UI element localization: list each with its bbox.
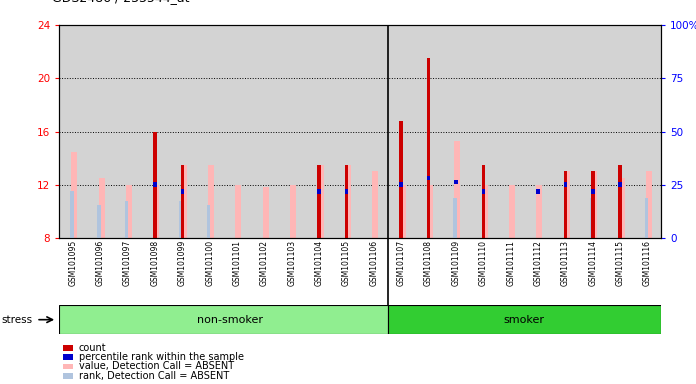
Text: GSM101098: GSM101098: [150, 240, 159, 286]
Bar: [482, 189, 485, 194]
Text: GSM101116: GSM101116: [643, 240, 652, 286]
Bar: [591, 172, 597, 238]
Bar: [63, 373, 73, 379]
Text: GSM101110: GSM101110: [479, 240, 488, 286]
Bar: [619, 178, 624, 238]
Text: GSM101115: GSM101115: [616, 240, 624, 286]
Bar: [345, 165, 348, 238]
Bar: [564, 172, 567, 238]
Bar: [454, 180, 458, 184]
Text: GSM101103: GSM101103: [287, 240, 296, 286]
Bar: [99, 178, 104, 238]
Bar: [618, 165, 622, 238]
Bar: [345, 165, 351, 238]
Bar: [427, 176, 430, 180]
Bar: [70, 192, 74, 238]
Bar: [453, 198, 457, 238]
Text: GSM101107: GSM101107: [397, 240, 406, 286]
Text: GSM101097: GSM101097: [123, 240, 132, 286]
Bar: [153, 182, 157, 187]
Bar: [590, 198, 594, 238]
Text: GSM101095: GSM101095: [68, 240, 77, 286]
Text: GSM101101: GSM101101: [232, 240, 242, 286]
Bar: [564, 182, 567, 187]
Bar: [482, 165, 485, 238]
Bar: [646, 172, 652, 238]
Text: GSM101106: GSM101106: [370, 240, 379, 286]
Text: GSM101102: GSM101102: [260, 240, 269, 286]
Text: non-smoker: non-smoker: [197, 314, 263, 325]
Bar: [126, 185, 132, 238]
Bar: [400, 121, 403, 238]
Text: GDS2486 / 233544_at: GDS2486 / 233544_at: [52, 0, 190, 4]
Text: GSM101111: GSM101111: [506, 240, 515, 286]
Bar: [427, 58, 430, 238]
Bar: [400, 182, 403, 187]
Text: count: count: [79, 343, 106, 353]
Text: GSM101114: GSM101114: [588, 240, 597, 286]
Bar: [63, 364, 73, 369]
Bar: [71, 152, 77, 238]
Bar: [618, 182, 622, 187]
Bar: [509, 185, 515, 238]
Bar: [388, 305, 661, 334]
Bar: [63, 354, 73, 360]
Bar: [317, 189, 321, 194]
Text: smoker: smoker: [504, 314, 545, 325]
Text: rank, Detection Call = ABSENT: rank, Detection Call = ABSENT: [79, 371, 229, 381]
Bar: [591, 189, 594, 194]
Bar: [63, 345, 73, 351]
Bar: [97, 205, 101, 238]
Bar: [207, 205, 210, 238]
Bar: [345, 189, 348, 194]
Bar: [125, 201, 128, 238]
Text: GSM101112: GSM101112: [534, 240, 543, 286]
Bar: [482, 185, 488, 238]
Bar: [180, 201, 183, 238]
Bar: [427, 185, 433, 238]
Bar: [235, 185, 242, 238]
Text: percentile rank within the sample: percentile rank within the sample: [79, 353, 244, 362]
Bar: [454, 141, 460, 238]
Bar: [400, 185, 406, 238]
Bar: [153, 131, 157, 238]
Text: stress: stress: [1, 314, 33, 325]
Text: GSM101100: GSM101100: [205, 240, 214, 286]
Bar: [372, 172, 378, 238]
Text: GSM101104: GSM101104: [315, 240, 324, 286]
Bar: [317, 165, 324, 238]
Bar: [317, 165, 321, 238]
Text: value, Detection Call = ABSENT: value, Detection Call = ABSENT: [79, 361, 234, 371]
Text: GSM101113: GSM101113: [561, 240, 570, 286]
Text: GSM101105: GSM101105: [342, 240, 351, 286]
Bar: [263, 187, 269, 238]
Bar: [180, 165, 184, 238]
Bar: [181, 165, 187, 238]
Bar: [537, 185, 542, 238]
Bar: [153, 185, 159, 238]
Text: GSM101099: GSM101099: [177, 240, 187, 286]
Bar: [208, 165, 214, 238]
Text: GSM101108: GSM101108: [424, 240, 433, 286]
Bar: [564, 172, 570, 238]
Bar: [290, 185, 296, 238]
Text: GSM101096: GSM101096: [96, 240, 104, 286]
Bar: [644, 198, 648, 238]
Bar: [537, 189, 540, 194]
Bar: [59, 305, 388, 334]
Bar: [591, 172, 594, 238]
Bar: [180, 189, 184, 194]
Text: GSM101109: GSM101109: [452, 240, 461, 286]
